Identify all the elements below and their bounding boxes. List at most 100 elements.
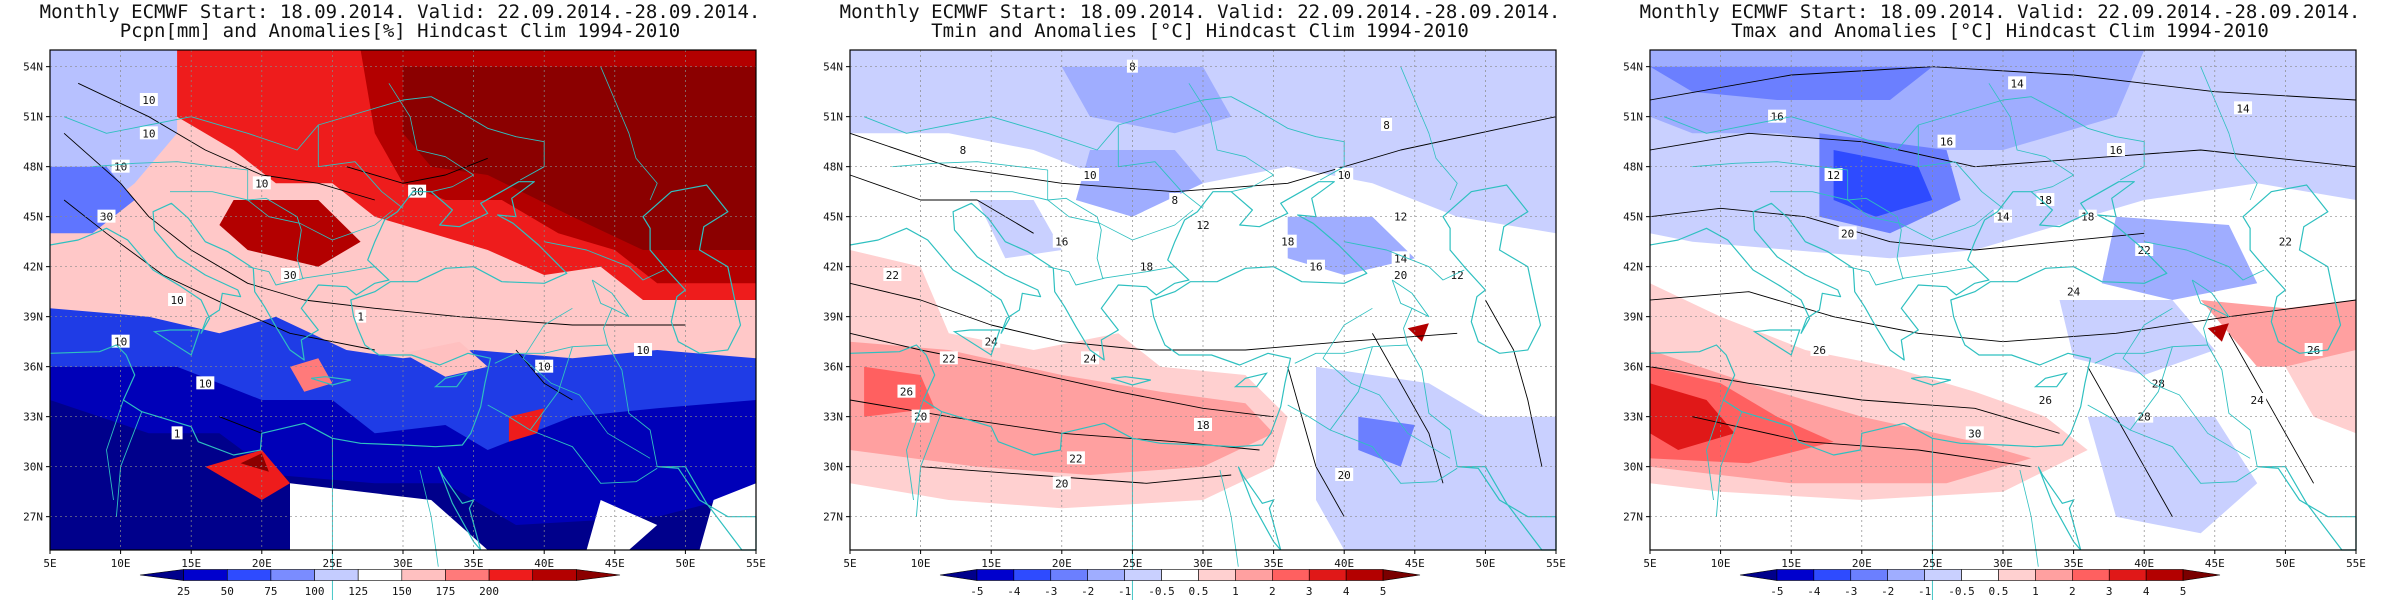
colorbar-label: -2 (1881, 585, 1894, 598)
colorbar-label: -4 (1007, 585, 1021, 598)
latitude-label: 42N (23, 261, 43, 274)
coastline (152, 329, 201, 356)
graticule: 54N 51N 48N 45N 42N 39N 36N 33N 30N 27N 5E 10E 15E 20… (823, 50, 1566, 570)
coastline (952, 329, 1001, 356)
contour-label: 10 (199, 377, 212, 390)
contour-label-bg (1391, 268, 1410, 281)
contour-label-bg (1335, 468, 1354, 481)
country-border (906, 399, 924, 501)
missing-data-area (290, 483, 488, 550)
river (92, 161, 394, 241)
contour-label-bg (139, 93, 158, 106)
anomaly-area-positive (2207, 323, 2229, 342)
contour-label-bg (1081, 351, 1100, 365)
precipitation-panel: Monthly ECMWF Start: 18.09.2014. Valid: … (0, 0, 800, 600)
contour-line (1372, 333, 1444, 484)
contour-line (849, 282, 1458, 351)
country-border (1663, 116, 2004, 209)
longitude-label: 45E (1405, 557, 1425, 570)
contour-line (1485, 299, 1543, 467)
contour-label: 16 (1055, 236, 1068, 249)
latitude-label: 45N (23, 211, 43, 224)
contour-label-bg (2008, 76, 2027, 90)
longitude-label: 25E (1922, 557, 1942, 570)
contour-line (78, 82, 375, 201)
country-border (487, 404, 658, 484)
latitude-label: 48N (823, 161, 843, 174)
contour-line (849, 116, 1557, 193)
country-border (2144, 241, 2265, 281)
contour-label: 18 (2081, 211, 2094, 224)
latitude-label: 39N (823, 311, 843, 324)
country-border (2207, 344, 2258, 467)
colorbar-swatch (1198, 569, 1236, 581)
contour-label: 22 (942, 352, 955, 365)
colorbar-label: 75 (264, 585, 277, 598)
colorbar-label: 200 (479, 585, 499, 598)
geography-overlay (49, 66, 757, 600)
contour-line (2087, 366, 2173, 517)
longitude-label: 50E (2275, 557, 2295, 570)
longitude-label: 55E (746, 557, 766, 570)
contour-label: 28 (2138, 411, 2151, 424)
contour-label: 18 (2039, 194, 2052, 207)
contour-label: 8 (1129, 61, 1136, 74)
coastline (1237, 466, 1282, 551)
contour-label-bg (2036, 193, 2055, 206)
contour-label-bg (2248, 393, 2267, 406)
contour-label: 30 (283, 269, 296, 282)
colorbar-label: 0.5 (1989, 585, 2009, 598)
contour-label: 10 (142, 127, 155, 140)
contour-label: 16 (2109, 144, 2122, 157)
colorbar-swatch (139, 569, 184, 581)
contour-label: 20 (1394, 269, 1407, 282)
latitude-label: 39N (1623, 311, 1643, 324)
contour-label-bg (252, 176, 271, 190)
longitude-label: 30E (393, 557, 413, 570)
longitude-label: 5E (1643, 557, 1656, 570)
contour-label-bg (196, 376, 215, 390)
colorbar-label: -2 (1081, 585, 1094, 598)
contour-label: 10 (538, 361, 551, 374)
colorbar-label: 2 (1269, 585, 1276, 598)
colorbar-swatch (488, 569, 534, 581)
contour-label: 10 (1083, 169, 1096, 182)
river (1400, 66, 1458, 201)
coastline (1233, 372, 1268, 388)
colorbar-label: -3 (1844, 585, 1857, 598)
country-border (1287, 404, 1458, 484)
latitude-label: 27N (23, 511, 43, 524)
coastline (1442, 184, 1542, 354)
contour-lines (63, 82, 686, 434)
colorbar-swatch (2035, 569, 2073, 581)
contour-label-bg (957, 143, 969, 156)
contour-label: 24 (2067, 286, 2081, 299)
coastline (1752, 329, 1801, 356)
country-border (247, 266, 305, 286)
contour-line (2228, 333, 2314, 484)
contour-label: 14 (2010, 77, 2024, 90)
longitude-label: 15E (1781, 557, 1801, 570)
contour-label-bg (2234, 101, 2253, 115)
longitude-label: 35E (1264, 557, 1284, 570)
country-border (2129, 346, 2173, 431)
longitude-label: 35E (464, 557, 484, 570)
latitude-label: 27N (823, 511, 843, 524)
contour-label: 26 (900, 386, 913, 399)
coastline (2033, 372, 2068, 388)
contour-label-bg (1965, 426, 1984, 440)
longitude-label: 55E (2346, 557, 2366, 570)
graticule: 54N 51N 48N 45N 42N 39N 36N 33N 30N 27N 5E 10E 15E 20… (1623, 50, 2366, 570)
contour-label-bg (1194, 218, 1212, 231)
longitude-label: 45E (2205, 557, 2225, 570)
colorbar-label: -3 (1044, 585, 1057, 598)
contour-label: 22 (886, 269, 899, 282)
panel-title-line2: Tmin and Anomalies [°C] Hindcast Clim 19… (931, 20, 1469, 42)
contour-label: 22 (1069, 452, 1082, 465)
longitude-label: 25E (322, 557, 342, 570)
anomaly-area-positive (1407, 323, 1429, 342)
country-border (607, 344, 658, 467)
colorbar-label: 1 (2032, 585, 2039, 598)
coastline (1911, 376, 1951, 386)
coastline (2037, 466, 2082, 551)
